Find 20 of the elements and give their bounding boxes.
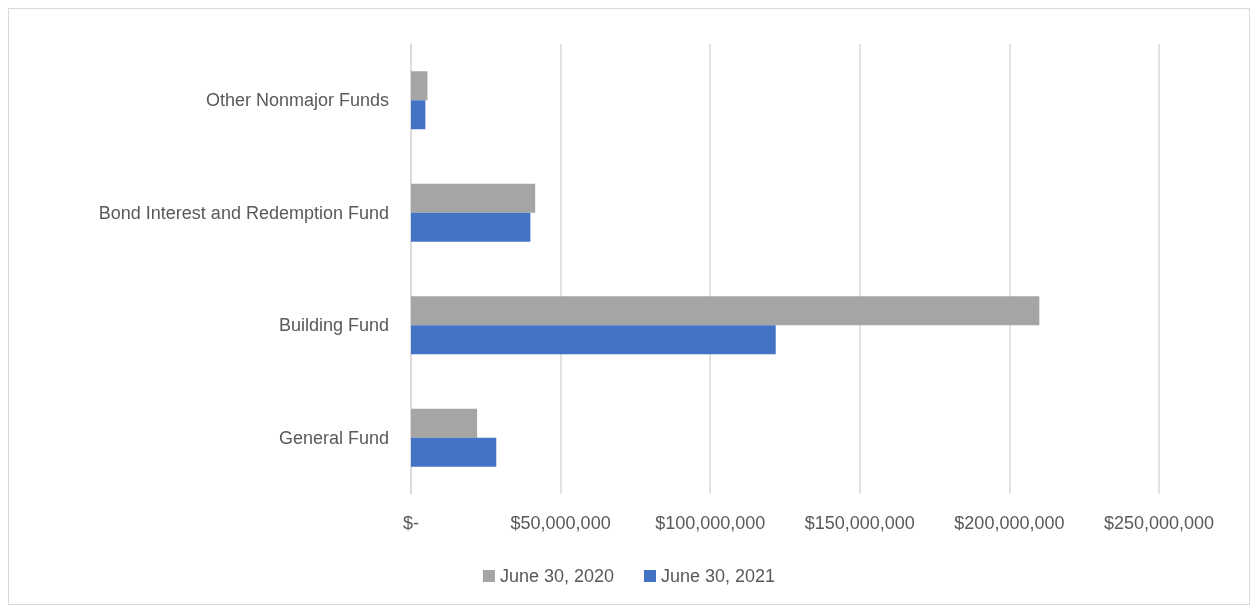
bar [411,212,531,242]
y-tick-label: Building Fund [278,315,389,336]
bar [411,100,426,130]
x-tick-label: $100,000,000 [655,513,766,533]
legend-label: June 30, 2020 [499,566,615,586]
y-tick-label: Other Nonmajor Funds [205,90,389,111]
bar [411,437,497,467]
bar [411,296,1040,326]
y-tick-label: Bond Interest and Redemption Fund [98,202,389,223]
legend-label: June 30, 2021 [661,566,776,586]
x-tick-label: $50,000,000 [510,513,611,533]
bar [411,408,478,438]
x-tick-label: $200,000,000 [954,513,1065,533]
x-tick-label: $150,000,000 [804,513,915,533]
bar [411,71,428,101]
y-tick-label: General Fund [278,427,389,448]
x-tick-label: $250,000,000 [1103,513,1215,533]
x-tick-label: $- [402,513,420,533]
bar [411,183,536,213]
bar [411,325,776,355]
